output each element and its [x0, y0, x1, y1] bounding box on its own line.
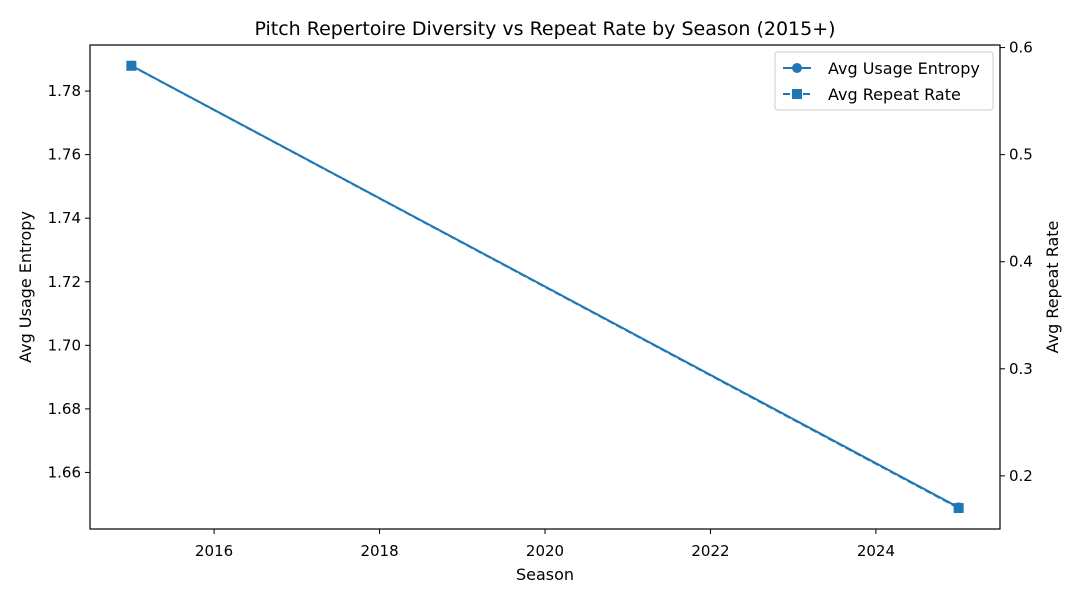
legend-label-entropy: Avg Usage Entropy	[828, 59, 980, 78]
y-left-tick-label: 1.66	[48, 463, 81, 481]
x-tick-label: 2016	[195, 542, 233, 560]
y-left-tick-label: 1.68	[48, 400, 81, 418]
y-right-tick-label: 0.5	[1009, 146, 1033, 164]
series-1-point	[126, 60, 137, 71]
legend-label-repeat: Avg Repeat Rate	[828, 85, 961, 104]
y-right-tick-label: 0.2	[1009, 467, 1033, 485]
legend-marker-repeat	[792, 89, 802, 99]
x-tick-label: 2020	[526, 542, 564, 560]
legend: Avg Usage Entropy Avg Repeat Rate	[774, 51, 994, 111]
y-left-tick-label: 1.74	[48, 209, 81, 227]
y-left-tick-label: 1.76	[48, 146, 81, 164]
series-1-point	[953, 503, 964, 514]
y-right-tick-label: 0.3	[1009, 360, 1033, 378]
legend-box	[774, 51, 994, 111]
legend-marker-entropy	[792, 63, 802, 73]
x-tick-label: 2022	[691, 542, 729, 560]
series-line-1	[130, 64, 960, 509]
y-left-tick-label: 1.72	[48, 273, 81, 291]
y-axis-label-right: Avg Repeat Rate	[1043, 221, 1062, 354]
y-left-tick-label: 1.70	[48, 336, 81, 354]
y-right-tick-label: 0.4	[1009, 253, 1033, 271]
x-tick-label: 2024	[857, 542, 895, 560]
y-left-tick-label: 1.78	[48, 82, 81, 100]
x-axis-label: Season	[516, 565, 574, 584]
y-axis-label-left: Avg Usage Entropy	[16, 211, 35, 363]
y-right-tick-label: 0.6	[1009, 39, 1033, 57]
x-tick-label: 2018	[360, 542, 398, 560]
chart-title: Pitch Repertoire Diversity vs Repeat Rat…	[254, 18, 835, 40]
